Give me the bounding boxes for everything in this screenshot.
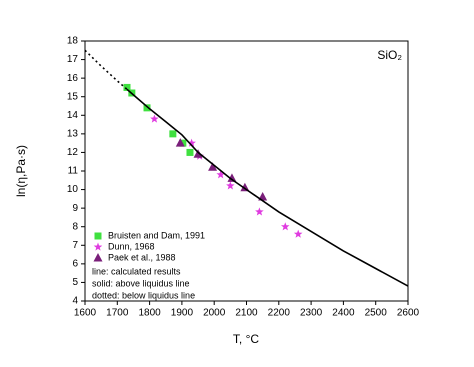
square-marker xyxy=(123,83,131,91)
y-tick-label: 17 xyxy=(67,54,79,65)
x-tick-label: 2500 xyxy=(365,308,388,319)
square-marker xyxy=(186,148,194,156)
x-tick-label: 2400 xyxy=(332,308,355,319)
y-tick-label: 6 xyxy=(72,258,78,269)
y-tick-label: 15 xyxy=(67,91,79,102)
y-tick-label: 8 xyxy=(72,221,78,232)
annotation: dotted: below liquidus line xyxy=(92,290,195,300)
y-tick-label: 14 xyxy=(67,110,79,121)
star-marker xyxy=(255,207,264,216)
y-tick-label: 4 xyxy=(72,296,78,307)
x-tick-label: 2200 xyxy=(268,308,291,319)
calculated-line xyxy=(126,88,409,287)
star-marker xyxy=(150,114,159,123)
y-tick-label: 12 xyxy=(67,147,79,158)
square-marker xyxy=(169,130,177,138)
legend-label: Bruisten and Dam, 1991 xyxy=(108,230,205,240)
y-tick-label: 10 xyxy=(67,184,79,195)
star-marker xyxy=(93,242,103,251)
y-tick-label: 7 xyxy=(72,240,78,251)
star-marker xyxy=(187,138,196,147)
y-tick-label: 9 xyxy=(72,203,78,214)
square-marker xyxy=(94,232,102,240)
x-tick-label: 2600 xyxy=(397,308,420,319)
annotation: solid: above liquidus line xyxy=(92,278,190,288)
x-tick-label: 1600 xyxy=(74,308,97,319)
triangle-marker xyxy=(208,162,218,171)
y-axis-label: ln(η,Pa·s) xyxy=(14,145,28,197)
y-tick-label: 11 xyxy=(68,166,79,177)
y-tick-label: 18 xyxy=(67,36,79,47)
x-tick-label: 2300 xyxy=(300,308,323,319)
x-tick-label: 2100 xyxy=(235,308,258,319)
x-tick-label: 2000 xyxy=(203,308,226,319)
triangle-marker xyxy=(227,173,237,182)
triangle-marker xyxy=(93,253,103,262)
square-marker xyxy=(143,104,151,112)
calculated-line xyxy=(84,49,128,90)
triangle-marker xyxy=(175,138,185,147)
star-marker xyxy=(216,170,225,179)
x-tick-label: 1700 xyxy=(106,308,129,319)
x-axis-label: T, °C xyxy=(233,332,259,346)
triangle-marker xyxy=(193,149,203,158)
legend-label: Paek et al., 1988 xyxy=(108,252,176,262)
y-tick-label: 5 xyxy=(72,277,78,288)
star-marker xyxy=(226,181,235,190)
chart-title: SiO₂ xyxy=(377,48,402,62)
annotation: line: calculated results xyxy=(92,266,181,276)
legend-label: Dunn, 1968 xyxy=(108,241,155,251)
star-marker xyxy=(281,222,290,231)
x-tick-label: 1800 xyxy=(138,308,161,319)
y-tick-label: 16 xyxy=(67,73,79,84)
x-tick-label: 1900 xyxy=(171,308,194,319)
star-marker xyxy=(293,229,303,238)
y-tick-label: 13 xyxy=(67,128,79,139)
